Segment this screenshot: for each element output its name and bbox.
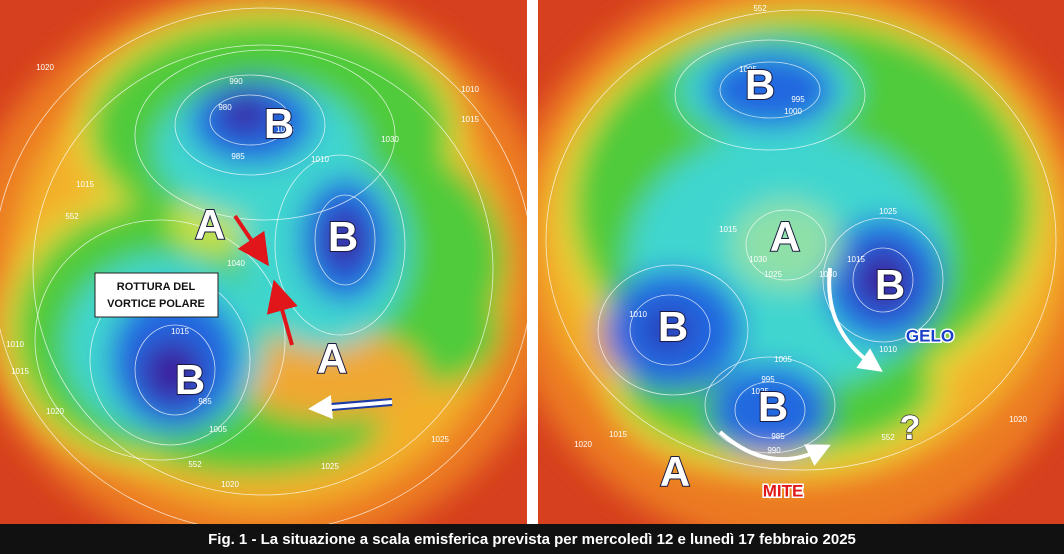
pressure-center: B (264, 100, 294, 147)
isobar-label: 552 (188, 460, 202, 469)
isobar-label: 1015 (171, 327, 189, 336)
isobar-label: 1015 (76, 180, 94, 189)
isobar-label: 1020 (1009, 415, 1027, 424)
arrow (308, 395, 393, 419)
isobar-label: 985 (771, 432, 785, 441)
isobar-label: 1025 (321, 462, 339, 471)
isobar-label: 990 (229, 77, 243, 86)
pressure-center: B (875, 261, 905, 308)
caption-bar (0, 524, 1064, 554)
arrow (718, 430, 831, 467)
isobar-label: 1020 (221, 480, 239, 489)
caption: Fig. 1 - La situazione a scala emisferic… (208, 531, 856, 548)
isobar-label: 1005 (774, 355, 792, 364)
arrow (827, 267, 883, 372)
isobar-label: 1020 (46, 407, 64, 416)
isobar-label: 1040 (227, 259, 245, 268)
isobar-label: 1010 (6, 340, 24, 349)
pressure-center: B (758, 383, 788, 430)
pressure-center: B (658, 303, 688, 350)
callout-text: VORTICE POLARE (107, 298, 205, 310)
isobars (545, 9, 1057, 471)
isobar-label: 1005 (276, 125, 294, 134)
isobar-label: 1010 (629, 310, 647, 319)
isobar-label: 985 (198, 397, 212, 406)
isobar-label: 1010 (461, 85, 479, 94)
isobar-label: 1005 (739, 65, 757, 74)
annotation: GELO (906, 326, 954, 345)
isobar-label: 985 (231, 152, 245, 161)
isobar-label: 1030 (381, 135, 399, 144)
isobar-label: 1015 (461, 115, 479, 124)
pressure-center: B (328, 213, 358, 260)
isobar-label: 552 (65, 212, 79, 221)
right-map: 5521005995100010251015103010251030101510… (538, 0, 1064, 524)
isobar-label: 995 (791, 95, 805, 104)
callout-text: ROTTURA DEL (117, 281, 196, 293)
isobar-label: 1030 (749, 255, 767, 264)
isobar-label: 1025 (764, 270, 782, 279)
isobar-label: 1015 (609, 430, 627, 439)
pressure-center: B (175, 356, 205, 403)
pressure-center: B (745, 61, 775, 108)
isobars (0, 7, 527, 524)
left-map: 1020 1015 1010 1015 990 980 985 1005 1010 1030 101… (0, 0, 527, 524)
isobar-label: 1020 (574, 440, 592, 449)
isobar-label: 1005 (209, 425, 227, 434)
pressure-center: A (660, 448, 690, 495)
isobar-label: 1020 (36, 63, 54, 72)
pressure-center: A (770, 213, 800, 260)
isobar-label: 1025 (751, 387, 769, 396)
arrow (233, 214, 269, 267)
isobar-label: 552 (753, 4, 767, 13)
isobar-label: 1015 (719, 225, 737, 234)
annotation: MITE (763, 481, 804, 500)
pressure-center: A (195, 201, 225, 248)
isobar-label: 1025 (431, 435, 449, 444)
isobar-label: 1010 (879, 345, 897, 354)
isobar-label: 552 (881, 433, 895, 442)
isobar-label: 1010 (311, 155, 329, 164)
isobar-label: 995 (761, 375, 775, 384)
isobar-label: 1025 (879, 207, 897, 216)
isobar-label: 1000 (784, 107, 802, 116)
isobar-label: 1015 (847, 255, 865, 264)
isobar-label: 980 (218, 103, 232, 112)
callout-box (94, 272, 219, 318)
pressure-center: A (317, 335, 347, 382)
annotation: ? (900, 409, 921, 447)
isobar-label: 990 (767, 446, 781, 455)
isobar-label: 1015 (11, 367, 29, 376)
arrow (266, 279, 298, 346)
